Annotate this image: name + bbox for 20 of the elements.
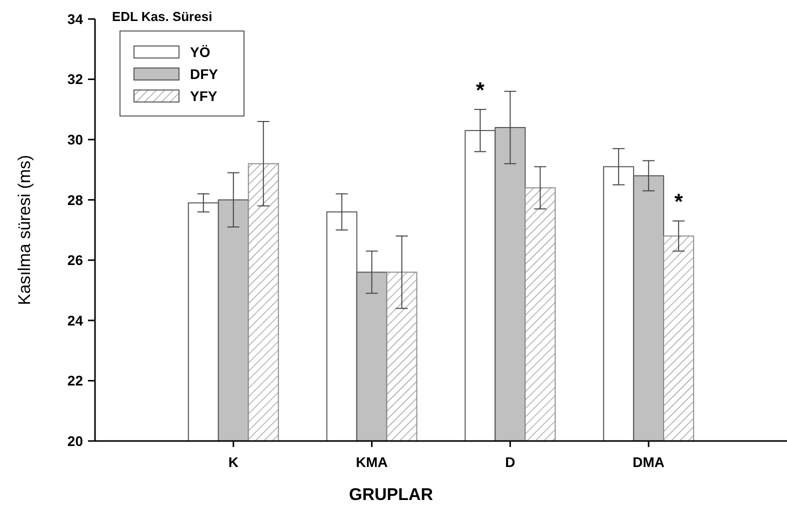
y-tick-label: 22 (67, 372, 84, 389)
y-tick-label: 24 (67, 312, 84, 328)
y-tick-label: 34 (67, 10, 84, 27)
y-tick-label: 30 (67, 131, 84, 148)
y-tick-label: 28 (67, 192, 84, 208)
annotation: * (476, 77, 485, 102)
legend-label: YFY (190, 88, 218, 104)
x-tick-label: K (228, 454, 238, 470)
legend-title: EDL Kas. Süresi (112, 9, 212, 24)
y-tick-label: 26 (67, 252, 84, 268)
x-axis-title: GRUPLAR (348, 485, 434, 504)
x-tick-label: KMA (356, 454, 388, 470)
legend-label: YÖ (190, 44, 210, 60)
x-tick-label: DMA (632, 454, 665, 470)
x-tick-label: D (505, 454, 516, 470)
y-tick-label: 32 (67, 71, 84, 88)
annotation: * (674, 188, 684, 214)
y-axis-title: Kasılma süresi (ms) (15, 154, 34, 306)
legend-label: DFY (190, 66, 219, 82)
y-tick-label: 20 (67, 432, 84, 449)
